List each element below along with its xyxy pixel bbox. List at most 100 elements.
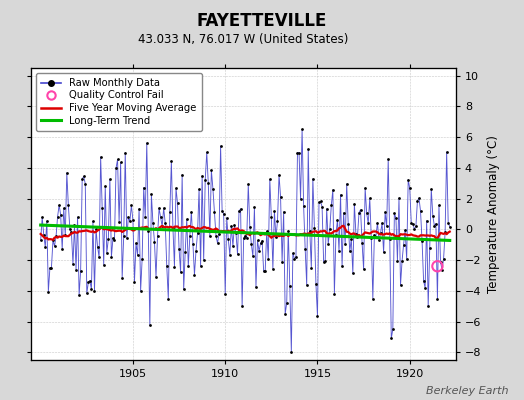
Point (190, 272, 199, 278)
Point (112, 165, 120, 172)
Point (196, 263, 205, 269)
Point (290, 256, 299, 262)
Point (41, 244, 49, 250)
Point (320, 259, 328, 265)
Point (298, 126, 307, 133)
Point (249, 253, 257, 260)
Point (224, 236, 233, 242)
Point (381, 209, 389, 216)
Point (358, 240, 366, 246)
Point (154, 233, 162, 239)
Point (177, 269, 185, 276)
Point (158, 223, 166, 230)
Text: Berkeley Earth: Berkeley Earth (426, 386, 508, 396)
Point (90, 288, 99, 294)
Point (170, 263, 179, 270)
Point (413, 198, 422, 204)
Point (181, 248, 189, 255)
Point (329, 186, 337, 193)
Point (327, 202, 335, 208)
Point (356, 206, 365, 213)
Point (193, 230, 202, 236)
Point (53, 214, 62, 220)
Point (412, 223, 420, 230)
Point (61, 232, 70, 238)
Point (279, 208, 288, 215)
Point (121, 149, 129, 156)
Point (404, 176, 412, 183)
Point (343, 180, 351, 187)
Point (261, 268, 269, 274)
Point (215, 231, 223, 237)
Point (282, 300, 291, 306)
Point (244, 181, 253, 188)
Point (325, 226, 334, 232)
Point (313, 313, 322, 319)
Point (307, 264, 315, 271)
Point (141, 214, 149, 220)
Point (132, 240, 140, 246)
Point (364, 220, 373, 226)
Point (297, 196, 305, 202)
Point (178, 172, 187, 178)
Point (332, 232, 340, 238)
Point (396, 282, 405, 288)
Point (81, 180, 90, 187)
Point (344, 221, 353, 228)
Point (69, 261, 77, 267)
Point (226, 252, 234, 258)
Point (124, 214, 133, 220)
Point (205, 233, 214, 239)
Point (305, 228, 314, 234)
Point (415, 195, 423, 201)
Point (401, 227, 409, 234)
Point (235, 208, 243, 214)
Point (212, 232, 220, 239)
Point (369, 295, 377, 302)
Point (37, 237, 45, 244)
Point (383, 223, 391, 229)
Point (89, 218, 97, 224)
Point (169, 224, 177, 231)
Point (150, 239, 159, 245)
Point (441, 229, 449, 236)
Point (281, 311, 289, 317)
Point (146, 322, 154, 328)
Point (152, 274, 160, 280)
Point (57, 212, 65, 218)
Point (49, 237, 57, 243)
Point (295, 149, 303, 156)
Point (258, 238, 266, 244)
Point (375, 237, 383, 243)
Point (363, 210, 371, 216)
Point (445, 223, 454, 230)
Point (253, 237, 261, 244)
Point (286, 282, 294, 289)
Point (162, 263, 171, 269)
Point (293, 149, 302, 156)
Point (106, 176, 114, 182)
Point (64, 202, 72, 208)
Point (336, 192, 345, 198)
Point (315, 199, 323, 206)
Point (347, 236, 355, 242)
Point (264, 256, 272, 262)
Point (390, 210, 399, 216)
Point (164, 295, 172, 302)
Point (126, 218, 134, 225)
Point (86, 278, 94, 284)
Point (406, 185, 414, 192)
Point (379, 249, 388, 256)
Point (287, 349, 296, 355)
Point (173, 200, 182, 206)
Point (87, 286, 95, 292)
Point (70, 222, 79, 228)
Point (299, 203, 308, 209)
Point (255, 248, 263, 254)
Point (278, 258, 286, 265)
Point (72, 266, 80, 273)
Point (38, 214, 47, 220)
Point (143, 140, 151, 146)
Point (410, 226, 419, 232)
Point (274, 218, 282, 224)
